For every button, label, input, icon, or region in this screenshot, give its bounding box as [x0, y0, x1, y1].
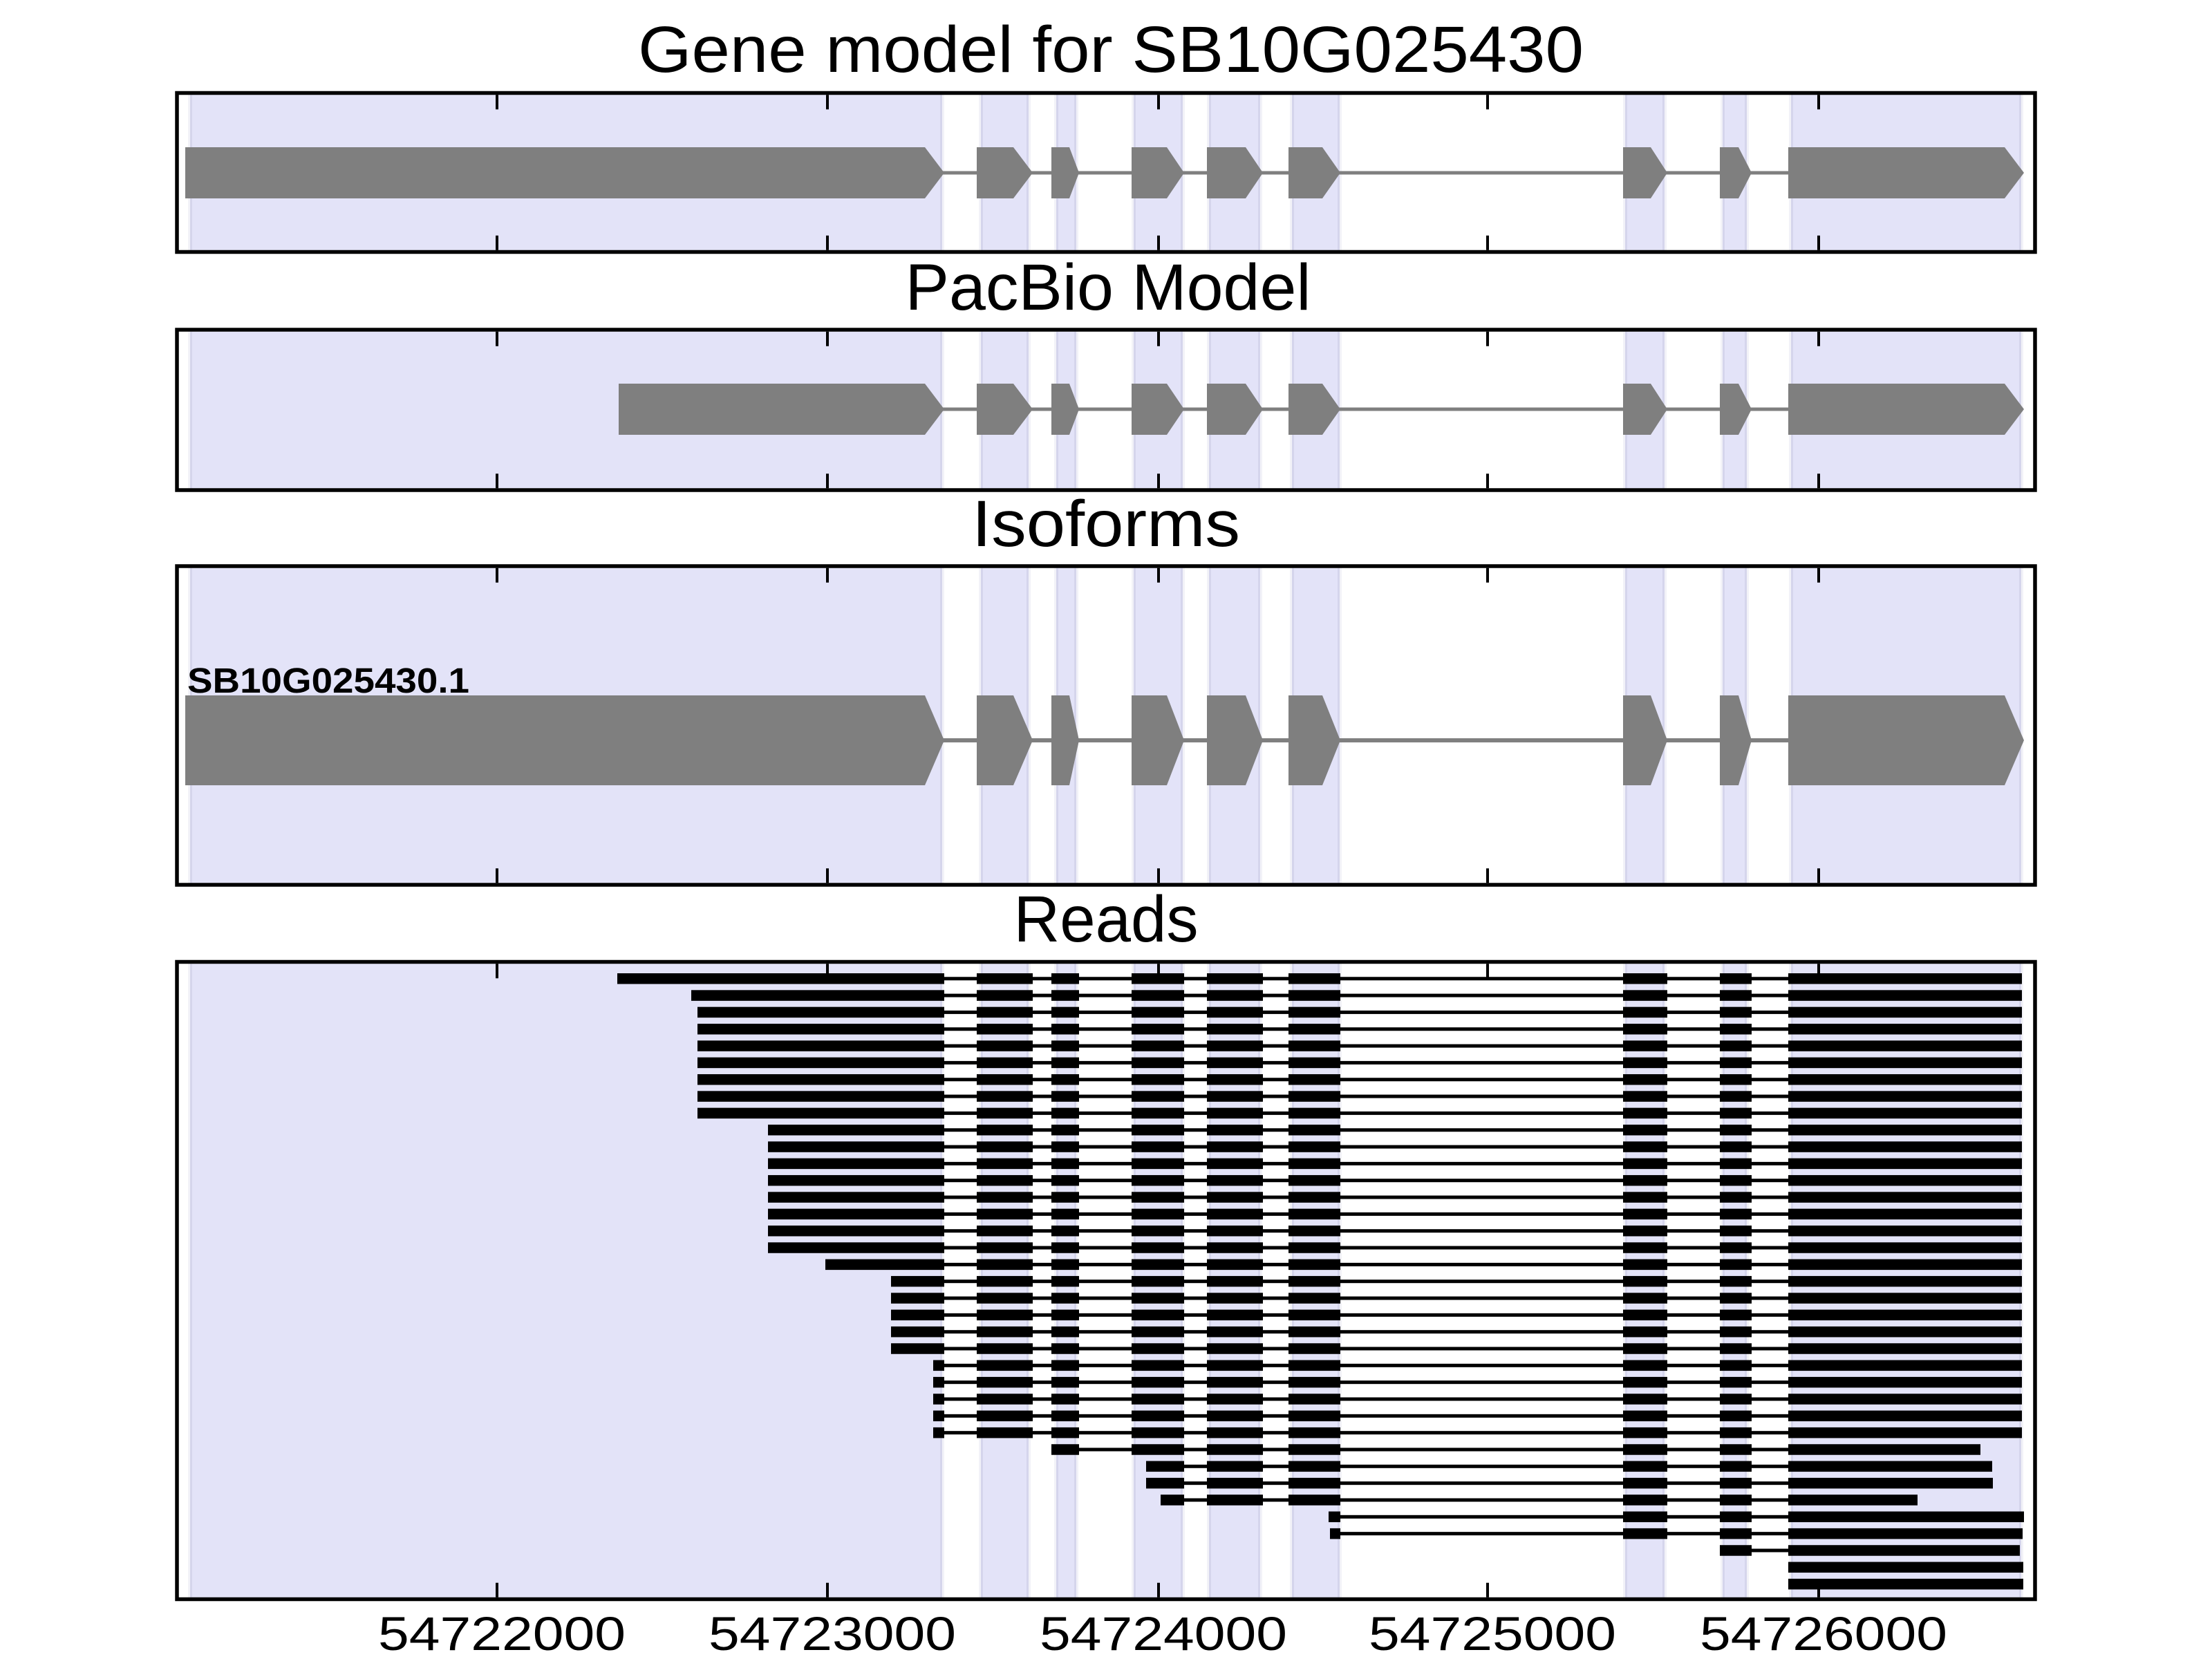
svg-text:Isoforms: Isoforms — [972, 487, 1240, 561]
svg-text:Gene model for SB10G025430: Gene model for SB10G025430 — [638, 13, 1584, 86]
svg-text:Reads: Reads — [1014, 883, 1199, 956]
svg-text:54723000: 54723000 — [709, 1607, 956, 1659]
svg-text:54724000: 54724000 — [1040, 1607, 1287, 1659]
svg-text:PacBio Model: PacBio Model — [906, 251, 1311, 324]
svg-text:54726000: 54726000 — [1700, 1607, 1947, 1659]
svg-text:54725000: 54725000 — [1369, 1607, 1616, 1659]
svg-text:SB10G025430.1: SB10G025430.1 — [187, 661, 469, 700]
svg-text:54722000: 54722000 — [378, 1607, 626, 1659]
